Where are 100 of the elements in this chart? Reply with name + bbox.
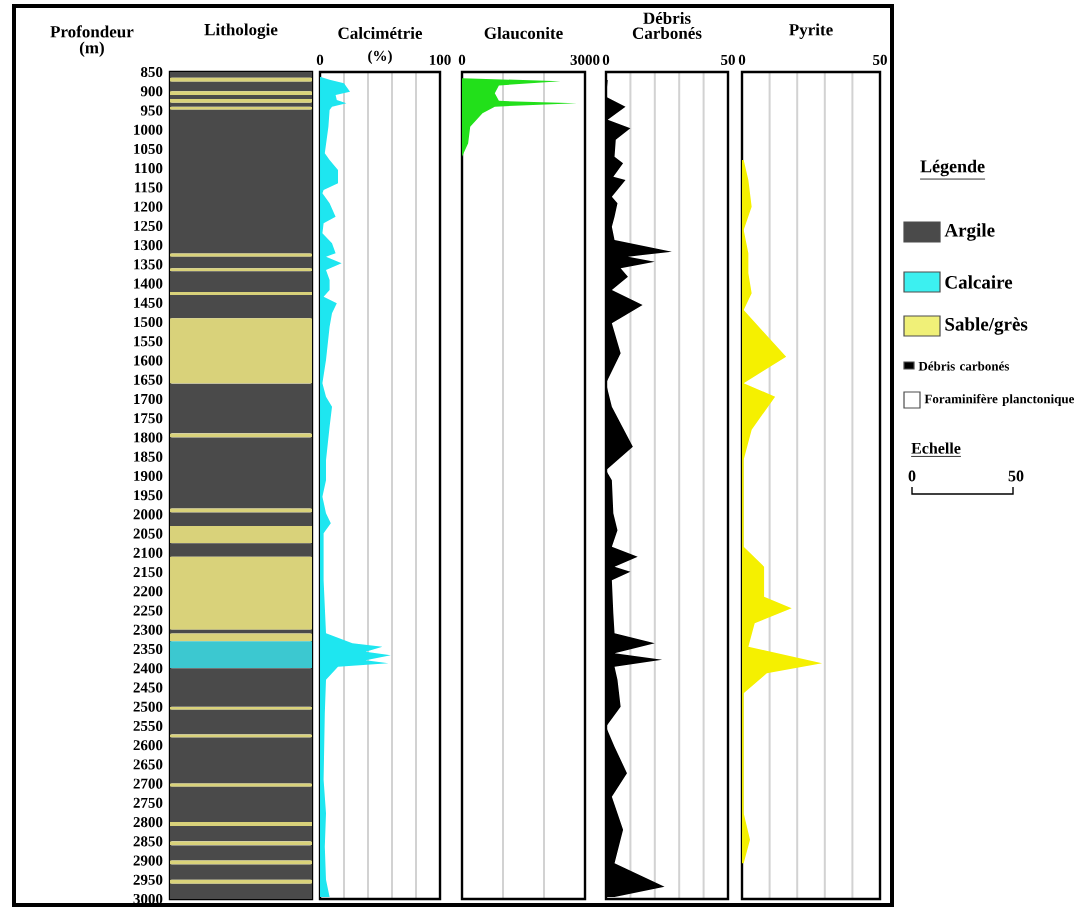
y-tick-label: 2600 — [133, 740, 163, 751]
bar — [170, 77, 313, 82]
y-tick-label: 2950 — [133, 874, 163, 885]
bar — [170, 106, 313, 110]
annotation: 50 — [1008, 470, 1024, 482]
bar — [170, 81, 313, 92]
y-tick-label: 1300 — [134, 240, 163, 251]
category-label: Débris carbonés — [918, 361, 1010, 371]
y-tick-label: 1600 — [134, 355, 163, 366]
bar — [170, 641, 313, 669]
annotation: Echelle — [911, 442, 961, 454]
bar — [170, 668, 313, 707]
x-tick-label: 0 — [316, 54, 324, 65]
y-tick-label: 1850 — [134, 451, 163, 462]
y-tick-label: 2350 — [133, 643, 163, 655]
bar — [170, 734, 313, 738]
bar — [170, 318, 313, 384]
y-tick-label: 1000 — [134, 124, 163, 135]
y-tick-label: 1150 — [134, 182, 163, 193]
y-tick-label: 2200 — [133, 586, 163, 597]
bar — [170, 91, 313, 96]
y-tick-label: 1550 — [134, 336, 163, 347]
y-tick-label: 900 — [140, 86, 163, 97]
x-tick-label: 0 — [738, 54, 746, 65]
bar — [170, 295, 313, 319]
chart-title: Calcimétrie — [338, 26, 423, 39]
y-tick-label: 1700 — [134, 393, 163, 405]
bar — [170, 383, 313, 434]
bar — [170, 543, 313, 557]
y-tick-label: 1400 — [134, 278, 163, 289]
bar — [170, 709, 313, 735]
chart-title: Lithologie — [204, 23, 278, 39]
chart-title: Pyrite — [789, 23, 833, 39]
annotation: 0 — [908, 470, 916, 482]
text: Légende — [920, 159, 985, 177]
y-tick-label: 1250 — [134, 220, 163, 231]
y-tick-label: 1750 — [134, 413, 163, 424]
x-tick-label: 50 — [721, 54, 735, 65]
chart-title: Débris Carbonés — [632, 11, 702, 39]
y-tick-label: 2500 — [133, 701, 163, 712]
bar — [170, 786, 313, 823]
bar — [170, 825, 313, 842]
y-tick-label: 950 — [140, 105, 163, 116]
bar — [170, 271, 313, 293]
bar — [170, 95, 313, 99]
bar — [170, 845, 313, 861]
bar — [170, 253, 313, 257]
bar — [170, 883, 313, 900]
category-label: Argile — [944, 223, 995, 241]
bar — [170, 629, 313, 634]
y-tick-label: 1900 — [134, 470, 163, 481]
y-tick-label: 2300 — [133, 624, 163, 635]
x-tick-label: 0 — [458, 54, 466, 65]
y-tick-label: 2400 — [133, 663, 163, 674]
y-tick-label: 2800 — [133, 817, 163, 828]
bar — [170, 633, 313, 642]
y-tick-label: 2900 — [133, 855, 163, 866]
bar — [170, 864, 313, 880]
y-axis-title: Profondeur (m) — [50, 25, 134, 57]
category-label: Sable/grès — [945, 317, 1028, 335]
y-tick-label: 850 — [140, 66, 163, 78]
y-tick-label: 2750 — [133, 797, 163, 808]
x-tick-label: 100 — [429, 54, 451, 65]
y-tick-label: 1350 — [134, 259, 163, 270]
y-tick-label: 1050 — [134, 143, 163, 155]
y-tick-label: 2700 — [133, 778, 163, 789]
x-tick-label: 50 — [873, 54, 887, 65]
x-tick-label: 3000 — [570, 54, 600, 65]
chart-title: Glauconite — [484, 26, 563, 39]
y-tick-label: 1200 — [134, 201, 163, 212]
bar — [170, 292, 313, 296]
bar — [170, 822, 313, 826]
bar — [170, 437, 313, 509]
bar — [170, 109, 313, 254]
y-tick-label: 1450 — [134, 297, 163, 308]
bar — [170, 556, 313, 630]
bar — [170, 98, 313, 103]
y-tick-label: 1950 — [134, 490, 163, 501]
bar — [170, 525, 313, 544]
y-tick-label: 2150 — [133, 567, 163, 578]
y-tick-label: 2050 — [133, 528, 163, 539]
bar — [170, 72, 313, 78]
y-tick-label: 2100 — [133, 547, 163, 558]
y-tick-label: 2650 — [133, 759, 163, 770]
category-label: Foraminifère planctonique — [924, 394, 1075, 406]
bar — [170, 256, 313, 269]
bar — [170, 512, 313, 526]
bar — [170, 102, 313, 107]
y-tick-label: 2250 — [133, 605, 163, 616]
y-tick-label: 2850 — [133, 836, 163, 847]
category-label: Calcaire — [945, 275, 1013, 289]
y-tick-label: 1650 — [134, 374, 163, 385]
bar — [170, 879, 313, 884]
bar — [170, 268, 313, 272]
x-axis-title: (%) — [368, 50, 392, 64]
bar — [170, 737, 313, 784]
bar — [170, 783, 313, 787]
y-tick-label: 2000 — [133, 509, 163, 520]
x-tick-label: 0 — [602, 54, 610, 65]
y-tick-label: 2450 — [133, 682, 163, 693]
